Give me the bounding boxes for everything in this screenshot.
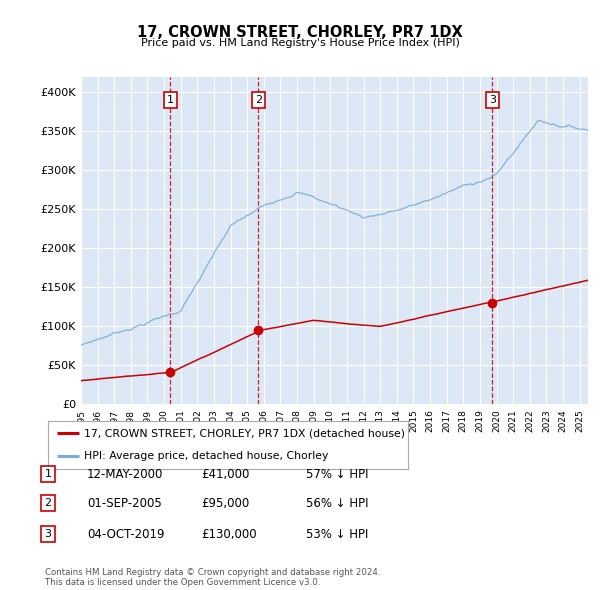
Text: HPI: Average price, detached house, Chorley: HPI: Average price, detached house, Chor… [84,451,328,461]
Text: 3: 3 [44,529,52,539]
Text: 3: 3 [489,95,496,105]
Text: 1: 1 [167,95,174,105]
Text: 17, CROWN STREET, CHORLEY, PR7 1DX: 17, CROWN STREET, CHORLEY, PR7 1DX [137,25,463,40]
Text: Contains HM Land Registry data © Crown copyright and database right 2024.
This d: Contains HM Land Registry data © Crown c… [45,568,380,587]
Text: 2: 2 [44,499,52,508]
Text: £95,000: £95,000 [201,497,249,510]
Text: 17, CROWN STREET, CHORLEY, PR7 1DX (detached house): 17, CROWN STREET, CHORLEY, PR7 1DX (deta… [84,428,405,438]
Text: Price paid vs. HM Land Registry's House Price Index (HPI): Price paid vs. HM Land Registry's House … [140,38,460,48]
Text: 01-SEP-2005: 01-SEP-2005 [87,497,162,510]
Text: 57% ↓ HPI: 57% ↓ HPI [306,468,368,481]
Text: 04-OCT-2019: 04-OCT-2019 [87,528,164,541]
Text: 53% ↓ HPI: 53% ↓ HPI [306,528,368,541]
Text: 2: 2 [255,95,262,105]
Text: £130,000: £130,000 [201,528,257,541]
Text: 56% ↓ HPI: 56% ↓ HPI [306,497,368,510]
Text: 12-MAY-2000: 12-MAY-2000 [87,468,163,481]
Text: £41,000: £41,000 [201,468,250,481]
Text: 1: 1 [44,469,52,478]
